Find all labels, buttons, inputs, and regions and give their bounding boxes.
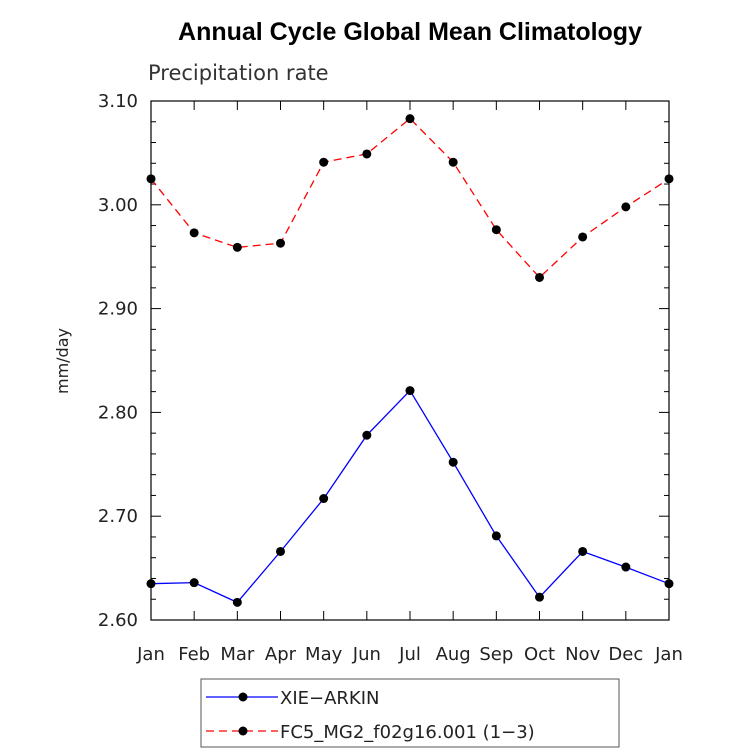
series-2-point	[448, 157, 458, 167]
series-1-point	[491, 531, 501, 541]
series-2-point	[362, 149, 372, 159]
y-axis-label: mm/day	[53, 328, 72, 394]
x-tick-label: Sep	[479, 644, 513, 665]
series-2-point	[405, 114, 415, 124]
x-tick-label: Oct	[524, 644, 555, 665]
series-2-point	[189, 228, 199, 238]
x-tick-label: Jan	[136, 644, 165, 665]
legend-marker-2	[238, 726, 248, 736]
series-2-point	[621, 202, 631, 212]
series-2-point	[146, 174, 156, 184]
x-tick-label: Apr	[265, 644, 297, 665]
series-line-1	[150, 389, 670, 604]
series-line-2	[150, 117, 670, 279]
series-1-point	[448, 457, 458, 467]
series-group	[146, 114, 674, 607]
series-1-point	[319, 494, 329, 504]
legend-label-2: FC5_MG2_f02g16.001 (1−3)	[280, 722, 535, 743]
legend-marker-1	[238, 692, 248, 702]
legend-box	[200, 678, 620, 748]
x-tick-label: Jul	[398, 644, 421, 665]
series-1-point	[276, 546, 285, 556]
x-tick-label: Mar	[220, 644, 255, 665]
x-tick-label: Dec	[608, 644, 643, 665]
legend: XIE−ARKIN FC5_MG2_f02g16.001 (1−3)	[200, 678, 620, 748]
series-2-point	[664, 174, 674, 184]
chart-subtitle: Precipitation rate	[148, 61, 329, 85]
series-2-point	[578, 232, 588, 242]
y-tick-label: 3.00	[98, 195, 138, 216]
series-2-point	[319, 157, 329, 167]
series-1-point	[232, 597, 242, 607]
series-1-point	[146, 579, 156, 589]
x-tick-label: Jan	[654, 644, 683, 665]
y-tick-label: 2.70	[98, 506, 138, 527]
series-1-point	[621, 562, 631, 572]
x-tick-label: Feb	[178, 644, 210, 665]
legend-label-1: XIE−ARKIN	[280, 688, 380, 709]
chart-title: Annual Cycle Global Mean Climatology	[178, 18, 642, 46]
series-1-point	[362, 430, 372, 440]
series-2-point	[276, 238, 285, 248]
series-1-point	[535, 592, 544, 602]
y-tick-label: 3.10	[98, 91, 138, 112]
series-1-point	[664, 579, 674, 589]
x-tick-label: May	[305, 644, 343, 665]
y-tick-label: 2.90	[98, 299, 138, 320]
series-2-point	[232, 242, 242, 252]
series-1-point	[578, 546, 588, 556]
x-tick-label: Jun	[352, 644, 381, 665]
x-tick-label: Nov	[565, 644, 600, 665]
y-tick-label: 2.60	[98, 610, 138, 631]
series-1-point	[189, 578, 199, 588]
y-tick-label: 2.80	[98, 402, 138, 423]
series-2-point	[535, 272, 544, 282]
plot-frame	[150, 100, 670, 621]
x-tick-label: Aug	[436, 644, 471, 665]
series-2-point	[491, 225, 501, 235]
series-1-point	[405, 386, 415, 396]
axes: 2.60 2.70 2.80 2.90 3.00 3.10 Jan Feb Mar Apr May J…	[98, 91, 683, 665]
